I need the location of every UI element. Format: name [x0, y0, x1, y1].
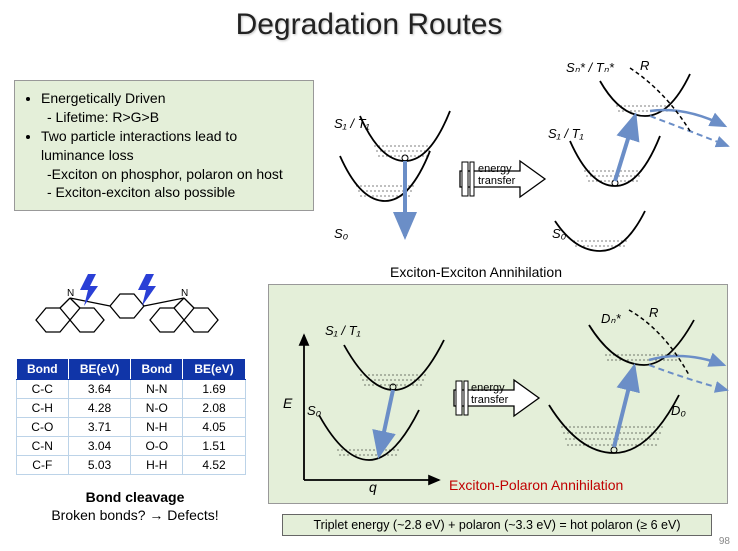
table-header: BE(eV): [183, 359, 246, 380]
table-cell: C-N: [17, 437, 69, 456]
label-r-top: R: [640, 58, 649, 73]
table-cell: C-O: [17, 418, 69, 437]
table-cell: 4.05: [183, 418, 246, 437]
table-row: C-C3.64N-N1.69: [17, 380, 246, 399]
bond-cleavage-sub: Broken bonds? → Defects!: [40, 506, 230, 524]
table-cell: O-O: [131, 437, 183, 456]
table-cell: N-O: [131, 399, 183, 418]
bullet-box: Energetically Driven - Lifetime: R>G>B T…: [14, 80, 314, 211]
label-d0: D₀: [671, 403, 686, 418]
page-number: 98: [719, 536, 730, 547]
table-header: BE(eV): [68, 359, 131, 380]
table-row: C-H4.28N-O2.08: [17, 399, 246, 418]
label-dn: Dₙ*: [601, 311, 621, 327]
table-cell: 4.52: [183, 456, 246, 475]
table-cell: C-C: [17, 380, 69, 399]
label-sntn: Sₙ* / Tₙ*: [566, 60, 614, 76]
axis-e: E: [283, 395, 292, 411]
axis-q: q: [369, 479, 377, 495]
table-cell: 1.69: [183, 380, 246, 399]
molecule-diagram: N N: [18, 268, 238, 348]
exciton-polaron-title: Exciton-Polaron Annihilation: [449, 477, 623, 493]
table-cell: 3.04: [68, 437, 131, 456]
bullet-1: Energetically Driven: [41, 89, 303, 108]
table-cell: H-H: [131, 456, 183, 475]
energy-transfer-label-bottom: energy transfer: [471, 383, 508, 406]
table-cell: N-N: [131, 380, 183, 399]
exciton-exciton-diagram: S₁ / T₁ S₀ S₀ S₁ / T₁ Sₙ* / Tₙ* R energy…: [330, 56, 730, 256]
table-cell: 3.71: [68, 418, 131, 437]
bullet-1-sub1: - Lifetime: R>G>B: [25, 108, 303, 127]
table-cell: 4.28: [68, 399, 131, 418]
table-row: C-N3.04O-O1.51: [17, 437, 246, 456]
bond-cleavage-caption: Bond cleavage Broken bonds? → Defects!: [40, 488, 230, 524]
table-cell: C-H: [17, 399, 69, 418]
label-s0-bottom: S₀: [307, 403, 321, 418]
slide-title: Degradation Routes: [0, 8, 738, 42]
table-cell: 3.64: [68, 380, 131, 399]
svg-text:N: N: [67, 288, 74, 299]
energy-equation: Triplet energy (~2.8 eV) + polaron (~3.3…: [282, 514, 712, 536]
svg-text:N: N: [181, 288, 188, 299]
table-header: Bond: [17, 359, 69, 380]
bond-energy-table: BondBE(eV)BondBE(eV) C-C3.64N-N1.69C-H4.…: [16, 358, 246, 475]
label-r-bottom: R: [649, 305, 658, 320]
label-s1t1-left: S₁ / T₁: [334, 116, 370, 131]
label-s1t1-bottom: S₁ / T₁: [325, 323, 361, 338]
energy-transfer-label-top: energy transfer: [478, 164, 515, 187]
bullet-2: Two particle interactions lead to lumina…: [41, 127, 303, 165]
label-s1t1-right: S₁ / T₁: [548, 126, 584, 141]
table-cell: C-F: [17, 456, 69, 475]
bullet-2-sub2: - Exciton-exciton also possible: [25, 183, 303, 202]
table-cell: 5.03: [68, 456, 131, 475]
label-s0-right: S₀: [552, 226, 566, 241]
exciton-exciton-title: Exciton-Exciton Annihilation: [390, 264, 562, 280]
table-row: C-O3.71N-H4.05: [17, 418, 246, 437]
table-header: Bond: [131, 359, 183, 380]
table-cell: 2.08: [183, 399, 246, 418]
table-cell: 1.51: [183, 437, 246, 456]
bond-cleavage-title: Bond cleavage: [40, 488, 230, 506]
table-row: C-F5.03H-H4.52: [17, 456, 246, 475]
exciton-polaron-panel: S₁ / T₁ S₀ D₀ Dₙ* R energy transfer E q …: [268, 284, 728, 504]
table-cell: N-H: [131, 418, 183, 437]
label-s0-left: S₀: [334, 226, 348, 241]
bullet-2-sub1: -Exciton on phosphor, polaron on host: [25, 165, 303, 184]
